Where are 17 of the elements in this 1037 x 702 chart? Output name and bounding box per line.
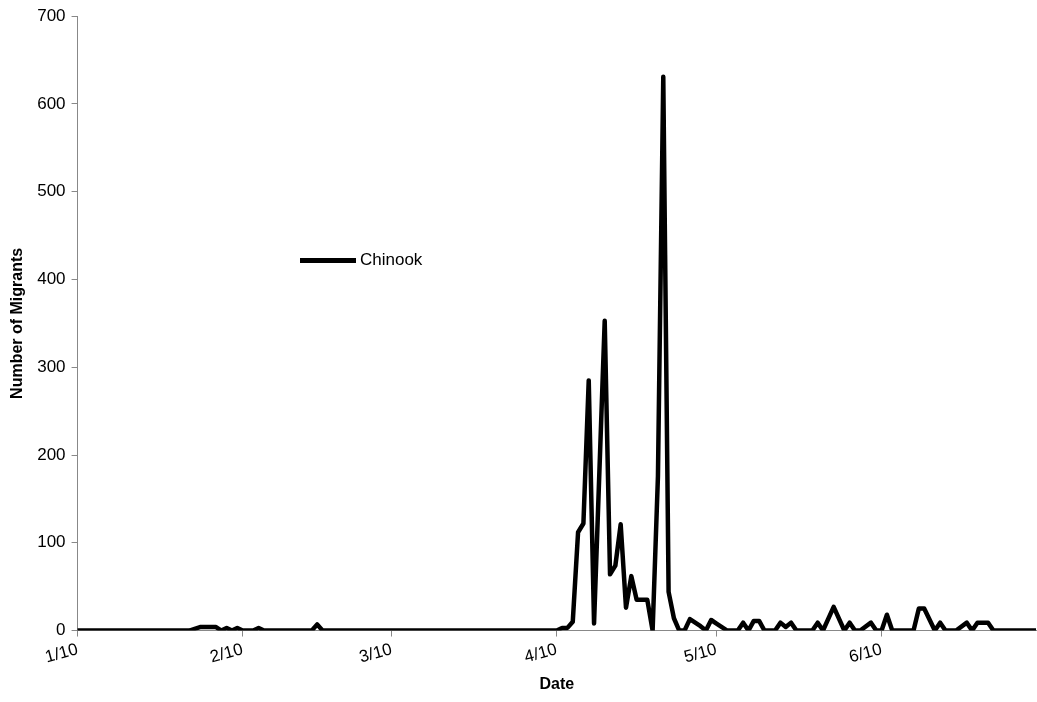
x-tick-label: 1/10 [42, 639, 80, 667]
x-axis-title: Date [539, 674, 575, 692]
x-tick-label: 3/10 [357, 639, 394, 667]
y-tick-label: 700 [37, 5, 66, 25]
legend-label: Chinook [360, 250, 423, 270]
x-tick-label: 5/10 [681, 639, 719, 667]
x-tick-label: 2/10 [207, 639, 245, 667]
y-tick-label: 400 [37, 269, 66, 289]
y-tick-label: 300 [37, 356, 66, 376]
y-tick-label: 100 [37, 532, 66, 552]
y-tick-label: 200 [37, 444, 66, 464]
y-tick-label: 500 [37, 181, 66, 201]
x-tick-label: 6/10 [846, 639, 884, 667]
y-axis-title: Number of Migrants [8, 247, 26, 399]
x-tick-label: 4/10 [522, 639, 560, 667]
y-tick-label: 600 [37, 93, 66, 113]
y-tick-label: 0 [56, 620, 66, 640]
